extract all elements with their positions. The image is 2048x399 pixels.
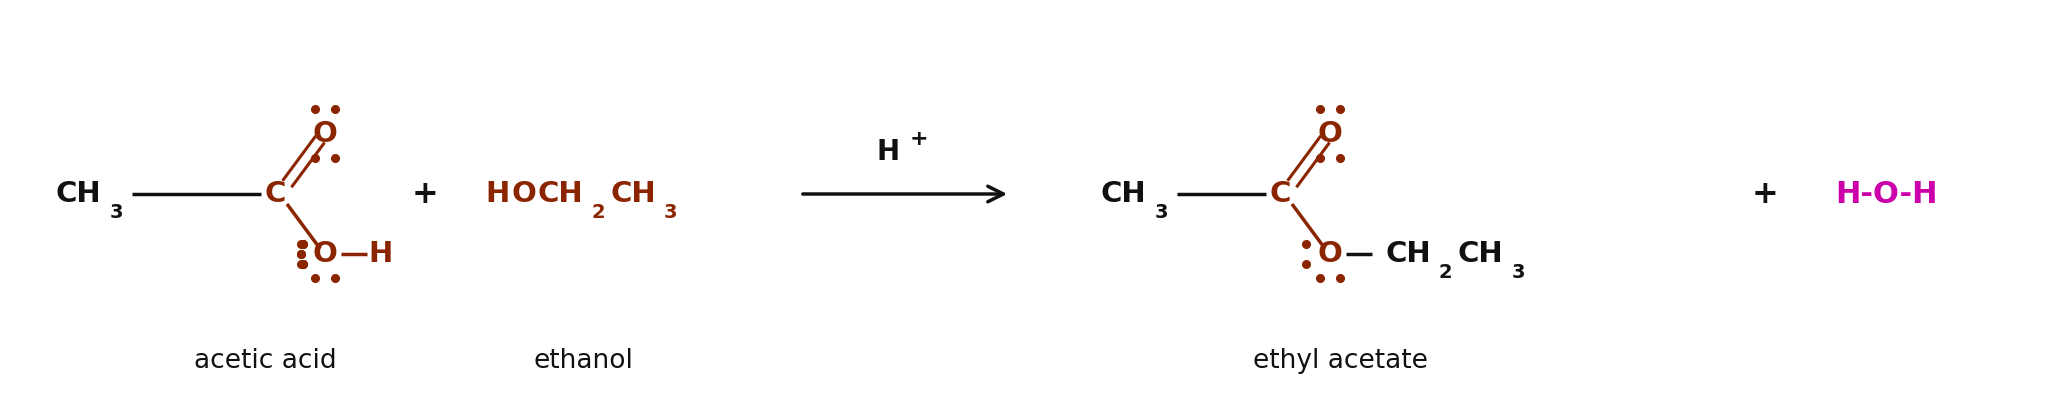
Text: C: C [1270,180,1290,208]
Text: H: H [877,138,899,166]
Text: 3: 3 [664,203,678,223]
Text: acetic acid: acetic acid [195,348,336,374]
Text: H: H [485,180,510,208]
Text: +: + [1751,178,1778,209]
Text: H: H [369,240,393,268]
Text: CH: CH [55,180,100,208]
Text: CH: CH [537,180,584,208]
Text: +: + [412,178,438,209]
Text: O: O [313,240,338,268]
Text: O: O [512,180,537,208]
Text: CH: CH [1458,240,1503,268]
Text: 2: 2 [1440,263,1452,282]
Text: ethyl acetate: ethyl acetate [1253,348,1427,374]
Text: +: + [909,129,928,149]
Text: CH: CH [1384,240,1432,268]
Text: CH: CH [610,180,655,208]
Text: 3: 3 [111,203,123,223]
Text: H-O-H: H-O-H [1835,180,1937,209]
Text: 2: 2 [592,203,604,223]
Text: ethanol: ethanol [535,348,633,374]
Text: O: O [313,120,338,148]
Text: C: C [264,180,285,208]
Text: CH: CH [1100,180,1145,208]
Text: O: O [1317,120,1343,148]
Text: 3: 3 [1511,263,1526,282]
Text: O: O [1317,240,1343,268]
Text: 3: 3 [1155,203,1167,223]
